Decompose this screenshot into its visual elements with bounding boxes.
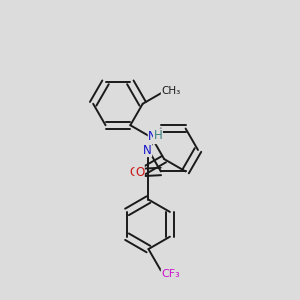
Text: O: O xyxy=(130,166,139,179)
Text: CH₃: CH₃ xyxy=(161,86,181,96)
Text: H: H xyxy=(154,129,162,142)
Text: CF₃: CF₃ xyxy=(161,269,180,279)
Text: N: N xyxy=(148,130,157,143)
Text: N: N xyxy=(143,143,152,157)
Text: O: O xyxy=(135,166,144,178)
